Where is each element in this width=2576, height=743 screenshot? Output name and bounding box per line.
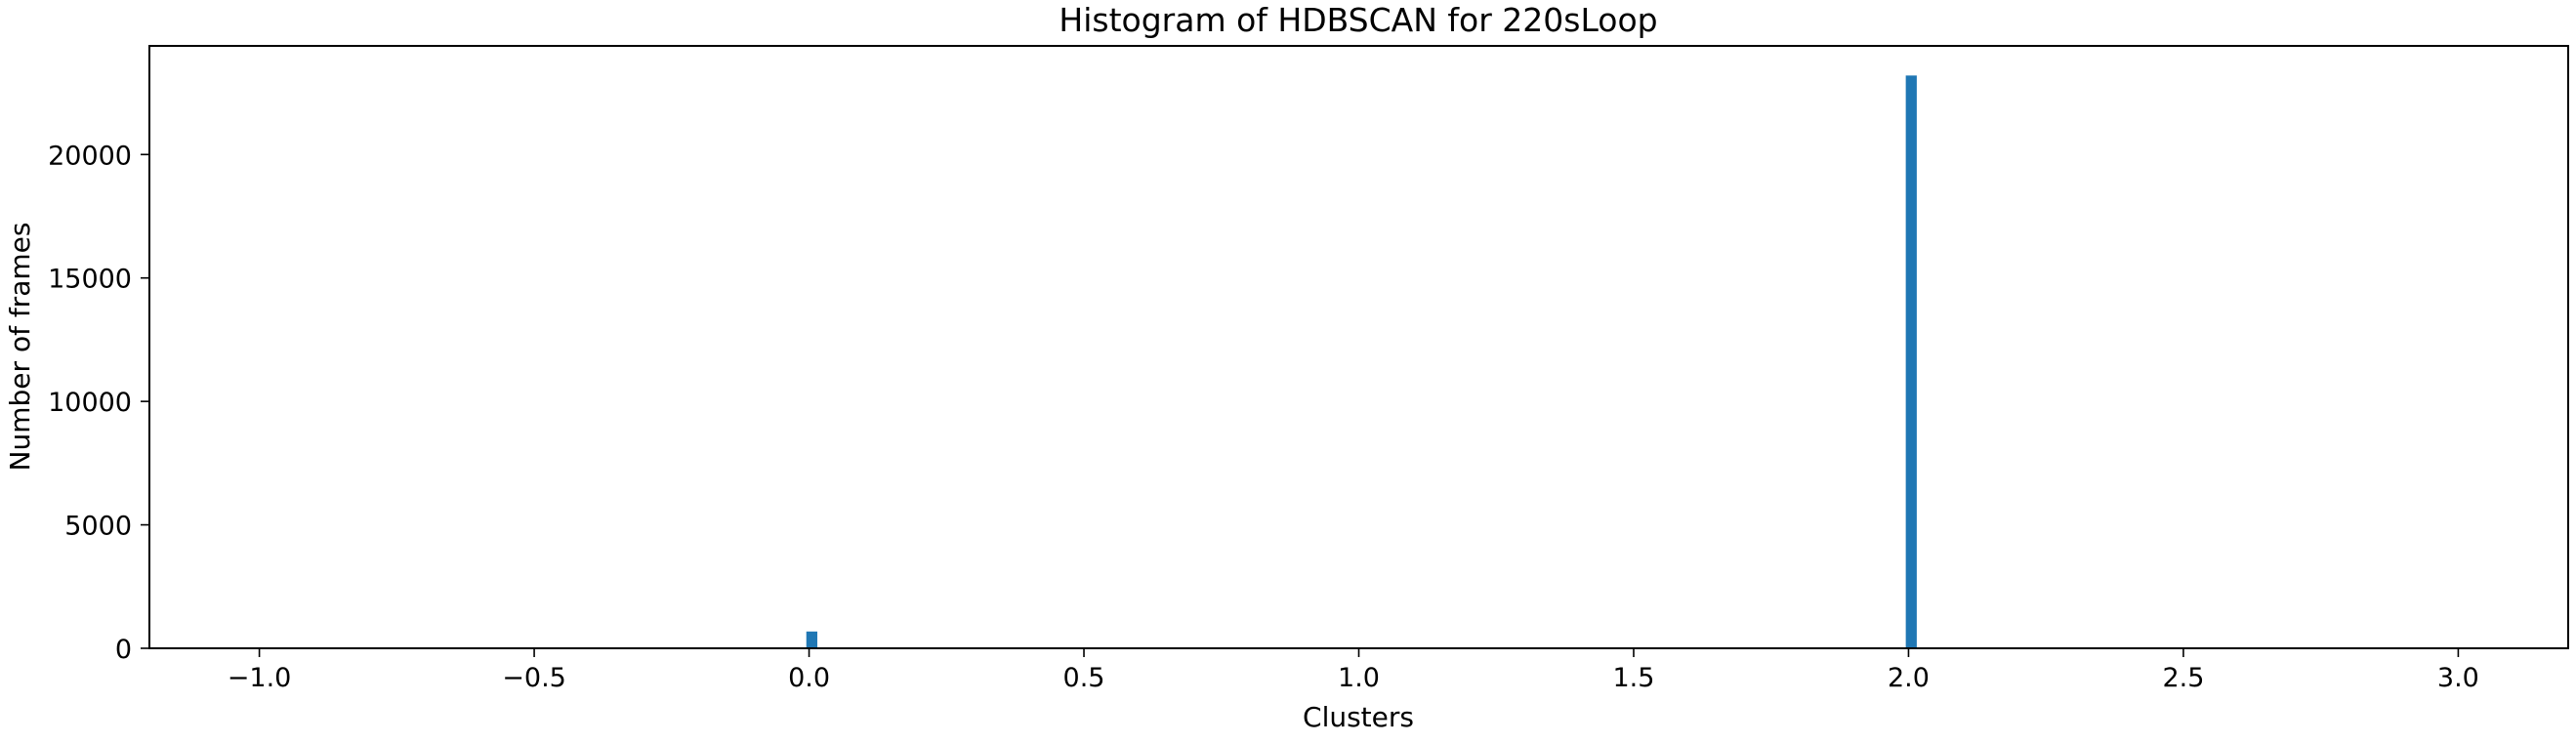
x-axis-ticks: −1.0 −0.5 0.0 0.5 1.0 1.5 2.0 2.5 3.0	[228, 648, 2479, 693]
y-tick-label: 10000	[48, 388, 132, 418]
x-tick-label: −0.5	[502, 663, 566, 693]
x-tick-label: 1.5	[1613, 663, 1655, 693]
y-tick-label: 20000	[48, 141, 132, 171]
y-tick-label: 0	[115, 635, 132, 665]
x-tick-label: 0.5	[1063, 663, 1105, 693]
x-tick-label: −1.0	[228, 663, 292, 693]
histogram-bar-1	[1905, 75, 1917, 649]
x-tick-label: 2.0	[1888, 663, 1930, 693]
y-tick-label: 15000	[48, 265, 132, 295]
y-tick-label: 5000	[64, 512, 132, 542]
y-axis-label: Number of frames	[4, 223, 36, 472]
x-tick-label: 3.0	[2437, 663, 2479, 693]
x-tick-label: 0.0	[788, 663, 830, 693]
y-axis-ticks: 0 5000 10000 15000 20000	[48, 141, 149, 665]
x-tick-label: 2.5	[2162, 663, 2204, 693]
bars-layer	[806, 75, 1917, 649]
x-axis-label: Clusters	[1303, 701, 1414, 733]
histogram-bar-0	[806, 631, 817, 648]
chart-title: Histogram of HDBSCAN for 220sLoop	[1059, 1, 1657, 39]
x-tick-label: 1.0	[1338, 663, 1380, 693]
